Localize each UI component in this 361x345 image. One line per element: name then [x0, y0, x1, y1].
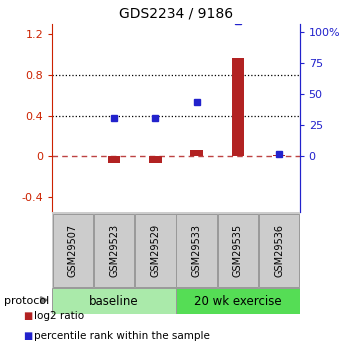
Bar	[259, 214, 299, 287]
Bar	[232, 58, 244, 156]
Bar	[273, 155, 285, 156]
Text: ■: ■	[23, 332, 33, 341]
Text: GSM29535: GSM29535	[233, 224, 243, 277]
Text: ■: ■	[23, 311, 33, 321]
Bar	[94, 214, 134, 287]
Text: percentile rank within the sample: percentile rank within the sample	[34, 332, 210, 341]
Text: 20 wk exercise: 20 wk exercise	[194, 295, 282, 307]
Bar	[177, 214, 217, 287]
Bar	[52, 288, 176, 314]
Bar	[53, 214, 93, 287]
Bar	[176, 288, 300, 314]
Bar	[149, 156, 162, 164]
Bar	[108, 156, 120, 164]
Bar	[190, 150, 203, 156]
Text: GSM29533: GSM29533	[192, 224, 201, 277]
Text: GSM29536: GSM29536	[274, 224, 284, 277]
Text: baseline: baseline	[90, 295, 139, 307]
Text: GSM29523: GSM29523	[109, 224, 119, 277]
Text: GSM29507: GSM29507	[68, 224, 78, 277]
Bar	[135, 214, 175, 287]
Text: GSM29529: GSM29529	[151, 224, 160, 277]
Text: log2 ratio: log2 ratio	[34, 311, 84, 321]
Bar	[218, 214, 258, 287]
Title: GDS2234 / 9186: GDS2234 / 9186	[119, 6, 233, 20]
Text: protocol: protocol	[4, 296, 49, 306]
